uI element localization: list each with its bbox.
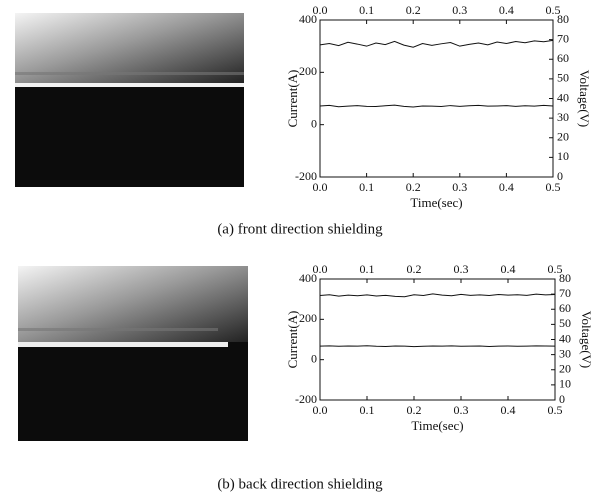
- x-axis-label: Time(sec): [410, 195, 462, 210]
- y-axis-label: Current(A): [285, 70, 300, 128]
- x-tick-label: 0.5: [548, 403, 563, 417]
- x-top-tick-label: 0.1: [359, 3, 374, 17]
- x-top-tick-label: 0.3: [454, 262, 469, 276]
- y-axis-label: Current(A): [285, 311, 300, 369]
- data-line: [319, 345, 556, 348]
- y2-tick-label: 60: [559, 301, 571, 315]
- y2-tick-label: 10: [557, 149, 569, 163]
- x-tick-label: 0.4: [499, 180, 514, 194]
- x-top-tick-label: 0.5: [546, 3, 561, 17]
- x-top-tick-label: 0.0: [313, 262, 328, 276]
- plot-frame: [319, 278, 556, 401]
- y-tick-label: 400: [299, 271, 317, 285]
- y2-tick-label: 80: [559, 271, 571, 285]
- x-top-tick-label: 0.3: [452, 3, 467, 17]
- x-axis-label: Time(sec): [411, 418, 463, 433]
- data-line: [319, 293, 556, 298]
- y2-axis-label: Voltage(V): [577, 70, 592, 128]
- x-tick-label: 0.3: [452, 180, 467, 194]
- y2-tick-label: 0: [557, 169, 563, 183]
- x-top-tick-label: 0.2: [407, 262, 422, 276]
- figure-caption: (b) back direction shielding: [217, 476, 383, 492]
- y2-tick-label: 50: [559, 316, 571, 330]
- y2-tick-label: 60: [557, 51, 569, 65]
- y-tick-label: 0: [311, 351, 317, 365]
- data-line: [319, 39, 554, 48]
- x-tick-label: 0.4: [501, 403, 516, 417]
- x-tick-label: 0.2: [407, 403, 422, 417]
- y-tick-label: 200: [299, 64, 317, 78]
- data-line: [319, 104, 554, 108]
- figure-caption: (a) front direction shielding: [217, 221, 383, 237]
- y-tick-label: 200: [299, 311, 317, 325]
- y2-tick-label: 30: [557, 110, 569, 124]
- x-tick-label: 0.0: [313, 403, 328, 417]
- y-tick-label: -200: [295, 392, 317, 406]
- x-top-tick-label: 0.2: [406, 3, 421, 17]
- x-tick-label: 0.1: [359, 180, 374, 194]
- x-tick-label: 0.2: [406, 180, 421, 194]
- y2-axis-label: Voltage(V): [579, 311, 594, 369]
- y-tick-label: 0: [311, 116, 317, 130]
- x-tick-label: 0.1: [360, 403, 375, 417]
- x-top-tick-label: 0.4: [499, 3, 514, 17]
- y2-tick-label: 20: [557, 130, 569, 144]
- y2-tick-label: 50: [557, 71, 569, 85]
- y-tick-label: 400: [299, 12, 317, 26]
- y2-tick-label: 80: [557, 12, 569, 26]
- x-top-tick-label: 0.5: [548, 262, 563, 276]
- photo-b: [18, 266, 248, 441]
- y2-tick-label: 0: [559, 392, 565, 406]
- y2-tick-label: 70: [557, 31, 569, 45]
- x-tick-label: 0.3: [454, 403, 469, 417]
- x-tick-label: 0.5: [546, 180, 561, 194]
- y2-tick-label: 20: [559, 362, 571, 376]
- x-top-tick-label: 0.4: [501, 262, 516, 276]
- x-tick-label: 0.0: [313, 180, 328, 194]
- y2-tick-label: 70: [559, 286, 571, 300]
- y2-tick-label: 10: [559, 377, 571, 391]
- x-top-tick-label: 0.0: [313, 3, 328, 17]
- y2-tick-label: 40: [559, 331, 571, 345]
- y2-tick-label: 30: [559, 346, 571, 360]
- y-tick-label: -200: [295, 169, 317, 183]
- y2-tick-label: 40: [557, 90, 569, 104]
- photo-a: [15, 13, 244, 187]
- x-top-tick-label: 0.1: [360, 262, 375, 276]
